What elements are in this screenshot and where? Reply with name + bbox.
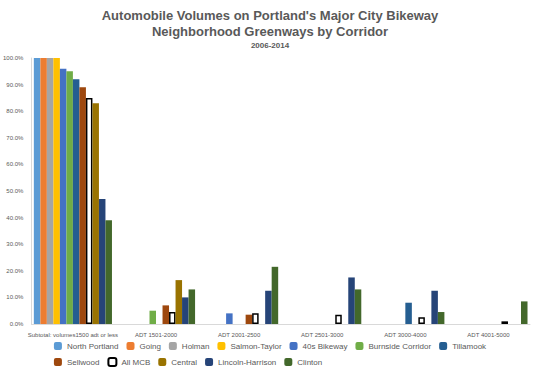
svg-text:40s Bikeway: 40s Bikeway	[303, 342, 348, 351]
svg-text:30.0%: 30.0%	[6, 241, 24, 247]
svg-text:Holman: Holman	[182, 342, 210, 351]
svg-text:0.0%: 0.0%	[10, 321, 24, 327]
svg-text:ADT 4001-5000: ADT 4001-5000	[467, 332, 510, 338]
svg-text:80.0%: 80.0%	[6, 108, 24, 114]
svg-text:ADT 3000-4000: ADT 3000-4000	[384, 332, 427, 338]
svg-text:North Portland: North Portland	[67, 342, 119, 351]
svg-text:Tillamook: Tillamook	[452, 342, 487, 351]
svg-text:70.0%: 70.0%	[6, 135, 24, 141]
svg-text:Automobile Volumes on Portland: Automobile Volumes on Portland's Major C…	[102, 8, 439, 23]
svg-text:90.0%: 90.0%	[6, 82, 24, 88]
svg-text:Central: Central	[171, 358, 197, 367]
svg-text:Neighborhood Greenways by Corr: Neighborhood Greenways by Corridor	[152, 24, 388, 39]
svg-text:ADT 2001-2500: ADT 2001-2500	[218, 332, 261, 338]
svg-text:100.0%: 100.0%	[3, 55, 24, 61]
svg-text:2006-2014: 2006-2014	[251, 41, 290, 50]
svg-text:Clinton: Clinton	[297, 358, 322, 367]
svg-text:ADT 2501-3000: ADT 2501-3000	[301, 332, 344, 338]
svg-text:50.0%: 50.0%	[6, 188, 24, 194]
svg-text:All MCB: All MCB	[121, 358, 150, 367]
svg-text:Lincoln-Harrison: Lincoln-Harrison	[218, 358, 276, 367]
svg-text:Salmon-Taylor: Salmon-Taylor	[230, 342, 281, 351]
svg-text:Burnside Corridor: Burnside Corridor	[368, 342, 431, 351]
svg-text:Subtotal: volumes1500 adt or l: Subtotal: volumes1500 adt or less	[28, 332, 118, 338]
svg-text:40.0%: 40.0%	[6, 215, 24, 221]
svg-text:10.0%: 10.0%	[6, 294, 24, 300]
svg-text:20.0%: 20.0%	[6, 268, 24, 274]
svg-text:60.0%: 60.0%	[6, 161, 24, 167]
svg-text:Sellwood: Sellwood	[67, 358, 99, 367]
svg-text:Going: Going	[140, 342, 161, 351]
svg-text:ADT 1501-2000: ADT 1501-2000	[135, 332, 178, 338]
